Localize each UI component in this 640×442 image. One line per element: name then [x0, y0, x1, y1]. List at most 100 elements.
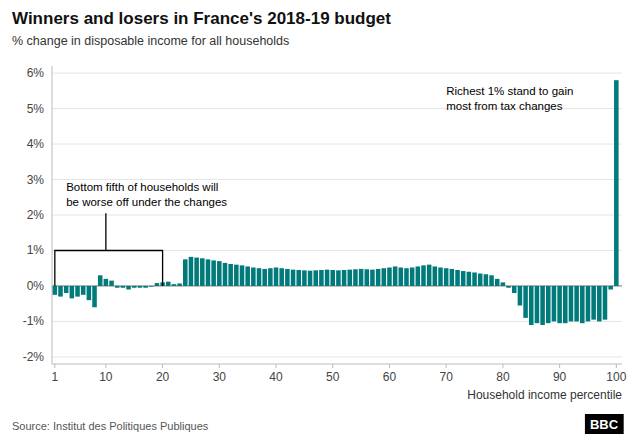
bar [557, 286, 562, 323]
annotations: Bottom fifth of households willbe worse … [55, 85, 574, 286]
annotation: Richest 1% stand to gain most from tax ch… [446, 85, 573, 112]
y-tick-label: 2% [27, 208, 45, 222]
bar [126, 286, 131, 290]
bar [223, 263, 228, 286]
bar [183, 259, 188, 286]
bar [245, 266, 250, 286]
x-tick-label: 80 [496, 370, 510, 384]
x-axis-line [52, 364, 622, 365]
credit-text: BBC [590, 417, 619, 432]
y-tick-label: 0% [27, 279, 45, 293]
bar [387, 268, 392, 286]
annotation-line: most from tax changes [446, 100, 563, 112]
bar [308, 271, 313, 286]
bar [325, 270, 330, 286]
source: Source: Institut des Politiques Publique… [12, 420, 209, 432]
bar [285, 269, 290, 286]
bar [484, 274, 489, 286]
bar [427, 265, 432, 286]
y-tick-label: 5% [27, 102, 45, 116]
x-tick-label: 20 [156, 370, 170, 384]
x-tick-label: 60 [383, 370, 397, 384]
bar [274, 268, 279, 286]
bar [302, 270, 307, 286]
bar [189, 257, 194, 286]
bar [546, 286, 551, 323]
bar [574, 286, 579, 321]
bar [336, 270, 341, 286]
bar [206, 259, 211, 286]
bar [472, 272, 477, 285]
chart: Winners and losers in France's 2018-19 b… [0, 0, 640, 442]
bar [257, 268, 262, 286]
bar [359, 269, 364, 286]
annotation: Bottom fifth of households willbe worse … [66, 181, 227, 208]
y-tick-label: 1% [27, 243, 45, 257]
bar [580, 286, 585, 323]
bar [603, 286, 608, 320]
y-tick-label: -2% [23, 350, 45, 364]
bar [586, 286, 591, 321]
bar [461, 271, 466, 286]
bar [81, 286, 86, 295]
bar [172, 284, 177, 286]
credit: BBC [585, 414, 624, 434]
annotation-bracket [55, 213, 163, 286]
bar [552, 286, 557, 321]
bar [330, 270, 335, 286]
x-tick-label: 30 [213, 370, 227, 384]
credit-box [585, 414, 624, 434]
y-tick-label: -1% [23, 314, 45, 328]
bar [416, 266, 421, 286]
bar [75, 286, 80, 297]
bar [155, 283, 160, 286]
bar [495, 279, 500, 286]
x-tick-label: 100 [606, 370, 626, 384]
bar [211, 260, 216, 286]
x-tick [559, 364, 560, 368]
grid-line [52, 73, 622, 74]
bar [506, 286, 511, 288]
grid-line [52, 144, 622, 145]
x-tick [616, 364, 617, 368]
bar [143, 286, 148, 288]
x-axis-label: Household income percentile [467, 388, 622, 402]
bar [53, 286, 58, 295]
annotation-line: Richest 1% stand to gain [446, 85, 573, 97]
x-tick-label: 50 [326, 370, 340, 384]
annotation-line: be worse off under the changes [66, 196, 227, 208]
bar [433, 266, 438, 286]
bar [438, 268, 443, 286]
bar [291, 270, 296, 286]
bar [347, 270, 352, 286]
x-tick-label: 40 [269, 370, 283, 384]
bar [376, 269, 381, 286]
bar [64, 286, 69, 293]
bar [228, 264, 233, 286]
bar [455, 270, 460, 286]
bar [268, 268, 273, 286]
bar [87, 286, 92, 300]
bar [342, 270, 347, 286]
bar [535, 286, 540, 323]
bar [262, 269, 267, 286]
grid-line [52, 215, 622, 216]
y-axis-line [52, 66, 53, 364]
title: Winners and losers in France's 2018-19 b… [12, 9, 391, 28]
x-tick [446, 364, 447, 368]
bar [529, 286, 534, 325]
bar [104, 279, 109, 286]
bar [98, 275, 103, 286]
bar [614, 80, 619, 286]
bar [313, 270, 318, 286]
bar [370, 270, 375, 286]
bar [478, 274, 483, 286]
x-tick-label: 90 [553, 370, 567, 384]
bar [234, 265, 239, 286]
y-tick-label: 4% [27, 137, 45, 151]
y-tick-label: 6% [27, 66, 45, 80]
bar [444, 268, 449, 286]
bar [353, 269, 358, 286]
bar [501, 282, 506, 286]
bar [393, 266, 398, 286]
